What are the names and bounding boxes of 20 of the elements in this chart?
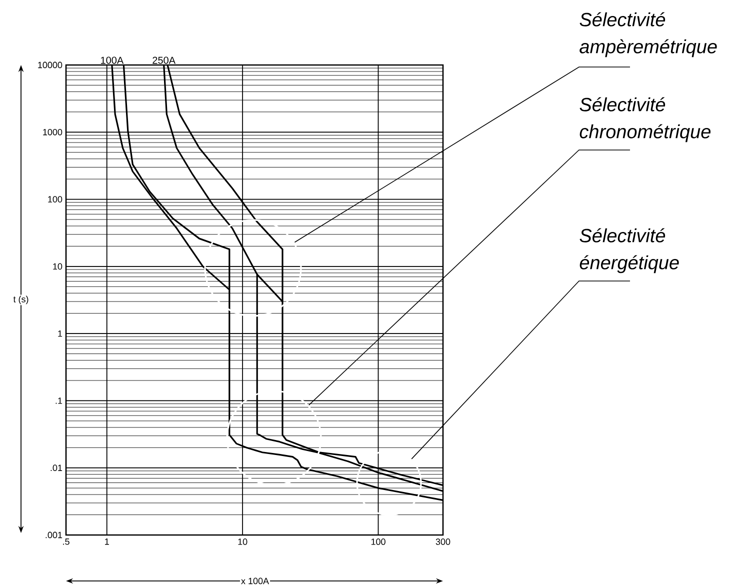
y-tick-label: 100 <box>48 196 62 202</box>
text: Sélectivité chronométrique <box>580 97 710 142</box>
x-tick-label: 10 <box>238 538 248 545</box>
y-tick-label: .001 <box>46 532 62 538</box>
y-tick-label: 1000 <box>43 128 62 136</box>
text: Sélectivité ampèremétrique <box>580 12 717 58</box>
series-label: 250A <box>152 56 176 64</box>
text: Sélectivité énergétique <box>580 228 679 274</box>
y-axis-title: t (s) <box>13 296 28 304</box>
x-tick-label: 100 <box>371 538 386 545</box>
y-tick-label: 10000 <box>38 62 62 68</box>
x-tick-label: .5 <box>63 538 70 545</box>
y-tick-label: .01 <box>50 464 62 472</box>
x-axis-title: x 100A <box>241 578 269 584</box>
x-tick-label: 300 <box>436 538 450 545</box>
y-tick-label: 10 <box>53 263 62 270</box>
y-tick-label: .1 <box>56 398 62 404</box>
x-tick-label: 1 <box>105 538 109 545</box>
series-label: 100A <box>101 56 124 64</box>
y-tick-label: 1 <box>58 330 62 337</box>
